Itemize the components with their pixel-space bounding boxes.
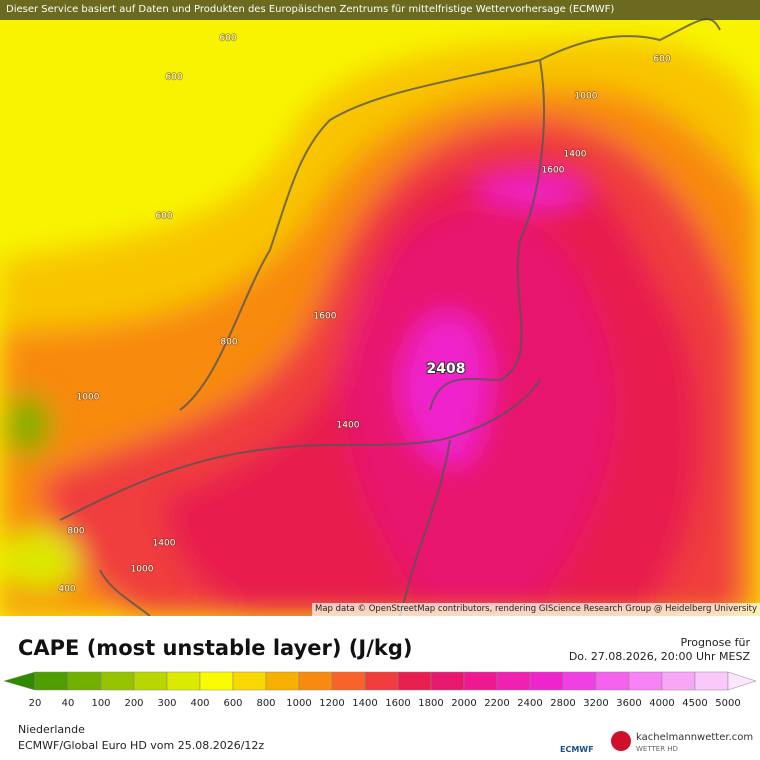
scale-label: 800 xyxy=(256,698,275,709)
contour-label: 1600 xyxy=(314,312,337,322)
scale-segment xyxy=(496,671,531,691)
scale-label: 3200 xyxy=(583,698,608,709)
scale-segment xyxy=(727,671,757,691)
scale-label: 1600 xyxy=(385,698,410,709)
scale-label: 4000 xyxy=(649,698,674,709)
scale-segment xyxy=(463,671,498,691)
scale-label: 600 xyxy=(223,698,242,709)
color-scale: 20 40 100 200 300 400 600 800 1000 1200 1400 1600 18… xyxy=(3,671,757,709)
scale-segment xyxy=(661,671,696,691)
scale-label: 1400 xyxy=(352,698,377,709)
scale-label: 1800 xyxy=(418,698,443,709)
scale-segment xyxy=(265,671,300,691)
scale-segment xyxy=(232,671,267,691)
brand: kachelmannwetter.com xyxy=(636,732,754,743)
scale-segment xyxy=(298,671,333,691)
scale-segment xyxy=(133,671,168,691)
scale-label: 4500 xyxy=(682,698,707,709)
scale-segment xyxy=(430,671,465,691)
scale-label: 2000 xyxy=(451,698,476,709)
contour-label: 1600 xyxy=(542,166,565,176)
brand-icon xyxy=(611,731,631,751)
scale-label: 5000 xyxy=(715,698,740,709)
banner: Dieser Service basiert auf Daten und Pro… xyxy=(0,0,760,20)
contour-label: 800 xyxy=(67,527,84,537)
scale-label: 2200 xyxy=(484,698,509,709)
contour-label: 1400 xyxy=(337,421,360,431)
scale-label: 100 xyxy=(91,698,110,709)
scale-segment xyxy=(100,671,135,691)
contour-label: 1400 xyxy=(153,539,176,549)
map: 600 600 600 1000 1400 1600 600 1600 800 1000 1400 8… xyxy=(0,0,760,616)
scale-segment xyxy=(529,671,564,691)
contour-label: 600 xyxy=(155,212,172,222)
max-label: 2408 xyxy=(427,361,466,377)
scale-segment xyxy=(34,671,69,691)
scale-segment xyxy=(67,671,102,691)
scale-segment xyxy=(562,671,597,691)
scale-segment xyxy=(166,671,201,691)
contour-label: 600 xyxy=(219,34,236,44)
scale-label: 1200 xyxy=(319,698,344,709)
forecast-time: Do. 27.08.2026, 20:00 Uhr MESZ xyxy=(568,650,750,663)
contour-label: 600 xyxy=(653,55,670,65)
contour-label: 800 xyxy=(220,338,237,348)
scale-label: 40 xyxy=(62,698,75,709)
contour-label: 1000 xyxy=(77,393,100,403)
scale-label: 2400 xyxy=(517,698,542,709)
scale-label: 20 xyxy=(29,698,42,709)
contour-label: 1000 xyxy=(575,92,598,102)
scale-segment xyxy=(595,671,630,691)
forecast-label: Prognose für xyxy=(680,636,751,649)
attribution: Map data © OpenStreetMap contributors, r… xyxy=(312,603,760,616)
scale-label: 400 xyxy=(190,698,209,709)
region: Niederlande xyxy=(18,723,85,736)
scale-label: 300 xyxy=(157,698,176,709)
scale-segment xyxy=(628,671,663,691)
scale-segment xyxy=(364,671,399,691)
scale-label: 2800 xyxy=(550,698,575,709)
title: CAPE (most unstable layer) (J/kg) xyxy=(18,636,413,660)
scale-label: 200 xyxy=(124,698,143,709)
scale-segment xyxy=(199,671,234,691)
scale-label: 3600 xyxy=(616,698,641,709)
ecmwf-logo: ECMWF xyxy=(560,745,594,754)
contour-label: 1400 xyxy=(564,150,587,160)
contour-label: 600 xyxy=(165,73,182,83)
scale-segment xyxy=(331,671,366,691)
scale-label: 1000 xyxy=(286,698,311,709)
contour-label: 400 xyxy=(58,585,75,595)
scale-segment xyxy=(3,671,36,691)
model-run: ECMWF/Global Euro HD vom 25.08.2026/12z xyxy=(18,739,265,752)
brand-sub: WETTER HD xyxy=(636,745,678,753)
contour-label: 1000 xyxy=(131,565,154,575)
scale-segment xyxy=(397,671,432,691)
scale-segment xyxy=(694,671,729,691)
